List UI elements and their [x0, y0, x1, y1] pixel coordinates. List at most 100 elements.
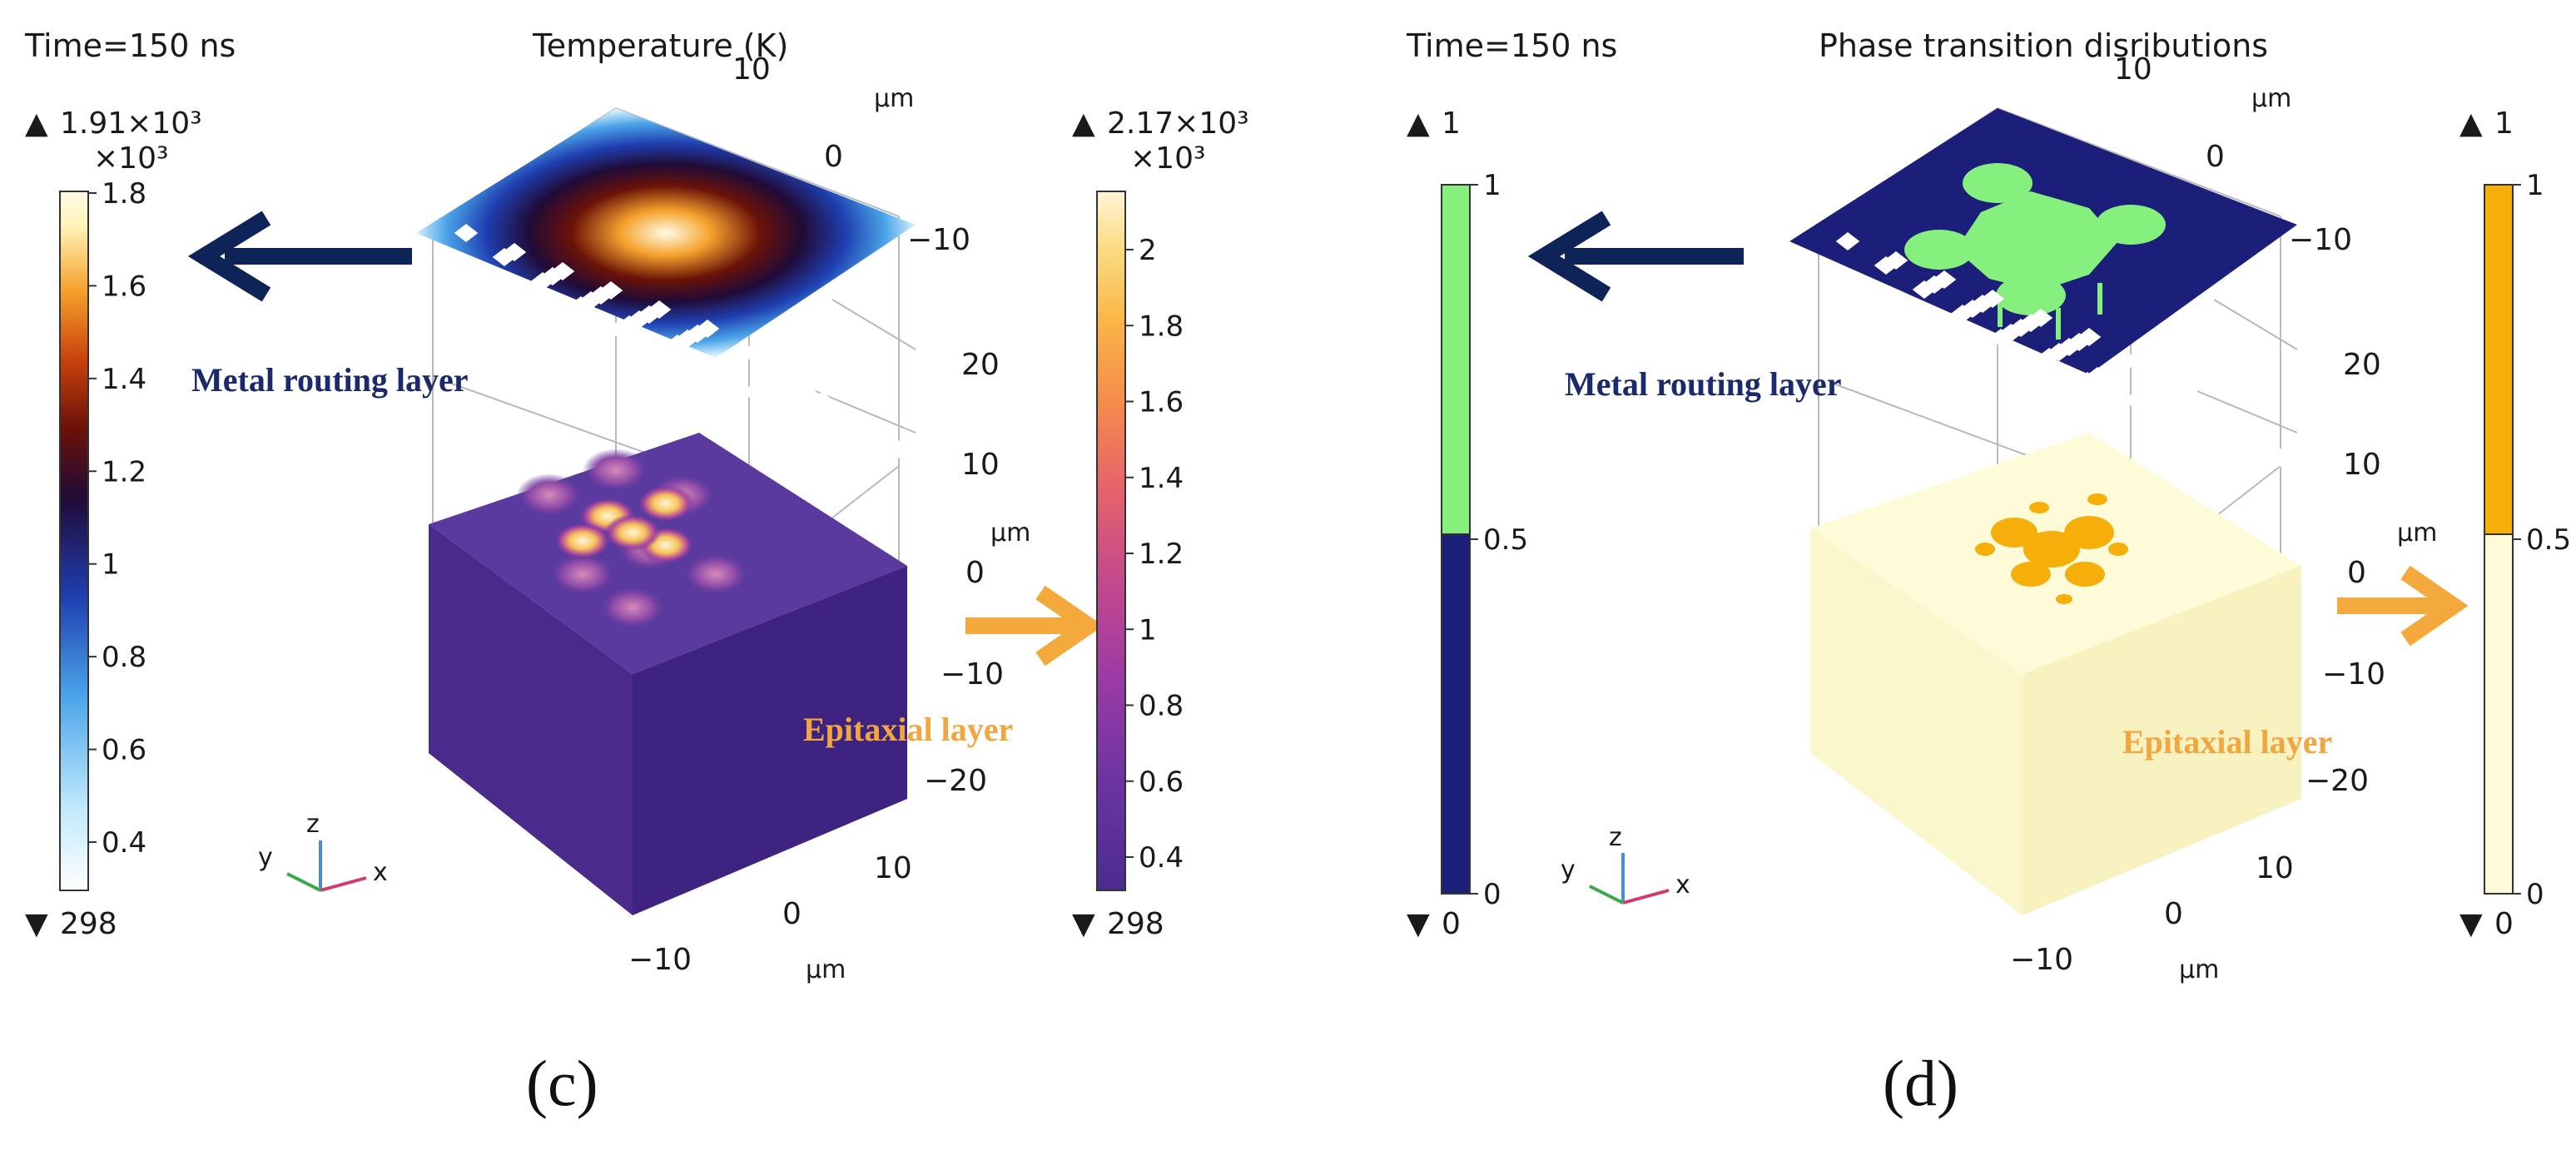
colorbar-max-label: 1.91×10³ — [60, 107, 202, 141]
unit-label-right: μm — [2397, 518, 2437, 548]
axis-tick-label: −10 — [2010, 943, 2073, 977]
colorbar-tick-label: 1.2 — [102, 455, 146, 488]
phase-spot — [2108, 543, 2128, 556]
hot-spots — [516, 449, 749, 629]
plate-hole — [2028, 309, 2053, 327]
colorbar-max-marker-icon: ▲ — [1072, 107, 1095, 141]
axis-tick-label: 10 — [961, 448, 1000, 482]
axis-triad: z x y — [1561, 823, 1690, 905]
plate-hole — [665, 335, 690, 353]
melted-region — [1904, 163, 2166, 340]
axis-tick-labels: 10 0 −10 20 10 0 −10 −20 10 0 −10 — [2010, 52, 2385, 977]
colorbar-tick-label: 0 — [1483, 878, 1501, 911]
axis-tick-label: 0 — [2206, 140, 2225, 174]
colorbar-tick-label: 0.6 — [1139, 766, 1184, 799]
axis-tick-label: −10 — [941, 657, 1004, 691]
melted-drip — [2097, 283, 2102, 315]
triad-x-label: x — [1675, 870, 1690, 900]
plate-hole — [454, 224, 479, 242]
axis-tick-label: 0 — [2164, 897, 2183, 931]
plate-hole — [655, 340, 680, 358]
phase-spot — [2011, 562, 2051, 587]
plate-hole — [752, 378, 777, 396]
plate-holes — [1835, 232, 2293, 467]
axis-tick-label: −10 — [2289, 223, 2352, 257]
plate-hole — [800, 397, 825, 415]
plate-hole — [627, 310, 652, 329]
warm-spot — [516, 473, 583, 517]
panel-title: Temperature (K) — [532, 27, 788, 64]
phase-spot — [2087, 493, 2107, 505]
colorbar-tick-label: 0.6 — [102, 734, 146, 767]
axis-tick-label: −20 — [924, 764, 987, 798]
colorbar-max-marker-icon: ▲ — [25, 107, 48, 141]
phase-spots — [1975, 493, 2128, 604]
plate-hole — [502, 243, 527, 261]
colorbar-ticks: 10.50 — [2513, 169, 2571, 911]
axis-tick-label: 10 — [874, 851, 912, 885]
axis-tick-label: 0 — [2347, 556, 2366, 590]
colorbar-tick-label: 0.4 — [1139, 841, 1184, 875]
plate-hole — [1884, 251, 1908, 270]
phase-spot — [1991, 518, 2037, 548]
metal-routing-label: Metal routing layer — [1565, 365, 1842, 403]
phase-spot — [1975, 543, 1995, 556]
plate-hole — [2230, 424, 2255, 443]
colorbar-max-marker-icon: ▲ — [2459, 107, 2483, 141]
colorbar-scale-label: ×10³ — [93, 141, 168, 176]
colorbar-right: ▲ 1 10.50 ▼ 0 — [2459, 107, 2571, 941]
colorbar-min-marker-icon: ▼ — [25, 907, 48, 941]
plate-hole — [693, 364, 718, 382]
epitaxial-cube — [429, 433, 907, 915]
colorbar-ticks: 10.50 — [1470, 169, 1528, 911]
plate-hole — [810, 392, 835, 410]
triad-z-label: z — [306, 810, 320, 839]
axis-tick-label: 10 — [2256, 851, 2294, 885]
axis-tick-label: −10 — [2322, 657, 2385, 691]
axis-tick-label: −10 — [628, 943, 692, 977]
plate-hole — [1835, 232, 1860, 250]
plate-hole — [2153, 376, 2178, 394]
hot-spot — [638, 485, 694, 522]
triad-x-label: x — [373, 858, 388, 887]
plate-hole — [617, 315, 642, 334]
plate-hole — [647, 300, 672, 319]
colorbar-ticks: 2 1.8 1.6 1.4 1.2 1 0.8 0.6 0.4 — [1125, 234, 1184, 875]
epitaxial-label: Epitaxial layer — [2122, 723, 2332, 761]
metal-routing-label: Metal routing layer — [191, 361, 469, 399]
plate-hole — [742, 383, 767, 401]
hot-spot — [604, 514, 661, 551]
panel-c: Time=150 ns Temperature (K) ▲ 1.91×10³ ×… — [24, 27, 1249, 1119]
colorbar-tick-label: 1.8 — [102, 177, 146, 211]
plate-hole — [540, 267, 565, 285]
plate-holes — [454, 224, 911, 459]
axis-tick-label: −20 — [2305, 764, 2369, 798]
time-label: Time=150 ns — [1406, 27, 1617, 64]
axis-tick-label: −10 — [907, 223, 970, 257]
melted-lobe — [2096, 205, 2166, 245]
unit-label-bottom: μm — [806, 955, 846, 984]
colorbar-tick-label: 1 — [1139, 613, 1157, 647]
plate-hole — [713, 354, 738, 372]
plate-hole — [886, 440, 911, 459]
plate-hole — [685, 325, 710, 343]
plate-hole — [733, 344, 758, 362]
colorbar-tick-label: 1.8 — [1139, 310, 1184, 343]
colorbar-segment-low — [2484, 533, 2514, 895]
axis-tick-label: 20 — [961, 348, 1000, 382]
panel-caption: (c) — [526, 1047, 598, 1119]
plate-hole — [568, 296, 593, 315]
colorbar-min-label: 0 — [2494, 907, 2514, 941]
time-label: Time=150 ns — [24, 27, 236, 64]
plate-hole — [675, 330, 700, 348]
unit-label-top: μm — [874, 84, 914, 113]
plate-hole — [530, 272, 555, 290]
colorbar-left: ▲ 1 10.50 ▼ 0 — [1407, 107, 1528, 941]
plate-hole — [772, 368, 797, 386]
unit-label-top: μm — [2251, 84, 2291, 113]
triad-y-label: y — [1561, 855, 1576, 885]
axis-tick-label: 0 — [824, 140, 843, 174]
colorbar-tick-label: 1.6 — [102, 270, 146, 303]
colorbar-max-label: 1 — [1442, 107, 1461, 141]
